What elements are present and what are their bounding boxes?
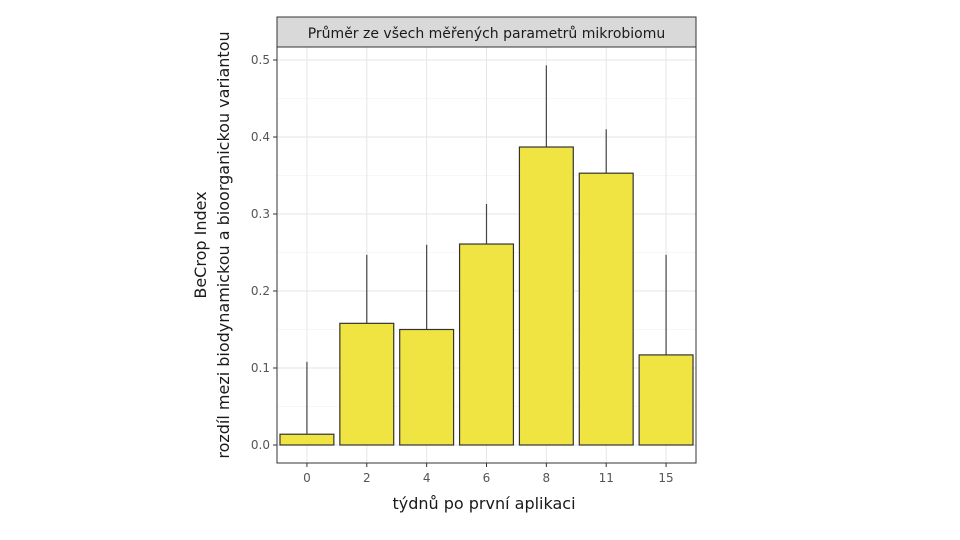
x-tick-label: 4 bbox=[423, 471, 431, 485]
y-tick-label: 0.1 bbox=[251, 361, 270, 375]
bar bbox=[279, 433, 335, 446]
y-tick-label: 0.0 bbox=[251, 438, 270, 452]
bar bbox=[638, 354, 694, 446]
facet-title: Průměr ze všech měřených parametrů mikro… bbox=[308, 26, 666, 42]
bar bbox=[458, 243, 515, 446]
bar bbox=[578, 172, 634, 446]
y-tick-label: 0.5 bbox=[251, 53, 270, 67]
facet-strip bbox=[276, 16, 697, 48]
bar bbox=[339, 322, 395, 446]
y-axis-title-line2: rozdíl mezi biodynamickou a bioorganicko… bbox=[214, 31, 233, 458]
x-tick-label: 15 bbox=[658, 471, 673, 485]
x-tick-label: 0 bbox=[303, 471, 311, 485]
bar bbox=[518, 146, 574, 446]
x-tick-label: 11 bbox=[599, 471, 614, 485]
y-axis-title-line1: BeCrop Index bbox=[191, 191, 210, 298]
y-tick-label: 0.3 bbox=[251, 207, 270, 221]
y-tick-label: 0.2 bbox=[251, 284, 270, 298]
x-axis-title: týdnů po první aplikaci bbox=[392, 494, 575, 513]
y-tick-label: 0.4 bbox=[251, 130, 270, 144]
bars-group bbox=[279, 65, 694, 446]
x-tick-label: 6 bbox=[483, 471, 491, 485]
x-tick-label: 8 bbox=[543, 471, 551, 485]
x-tick-label: 2 bbox=[363, 471, 371, 485]
bar bbox=[399, 328, 455, 446]
axis-ticks: 0.0 0.1 0.2 0.3 0.4 0.5 0 2 4 6 8 11 15 bbox=[251, 53, 674, 485]
